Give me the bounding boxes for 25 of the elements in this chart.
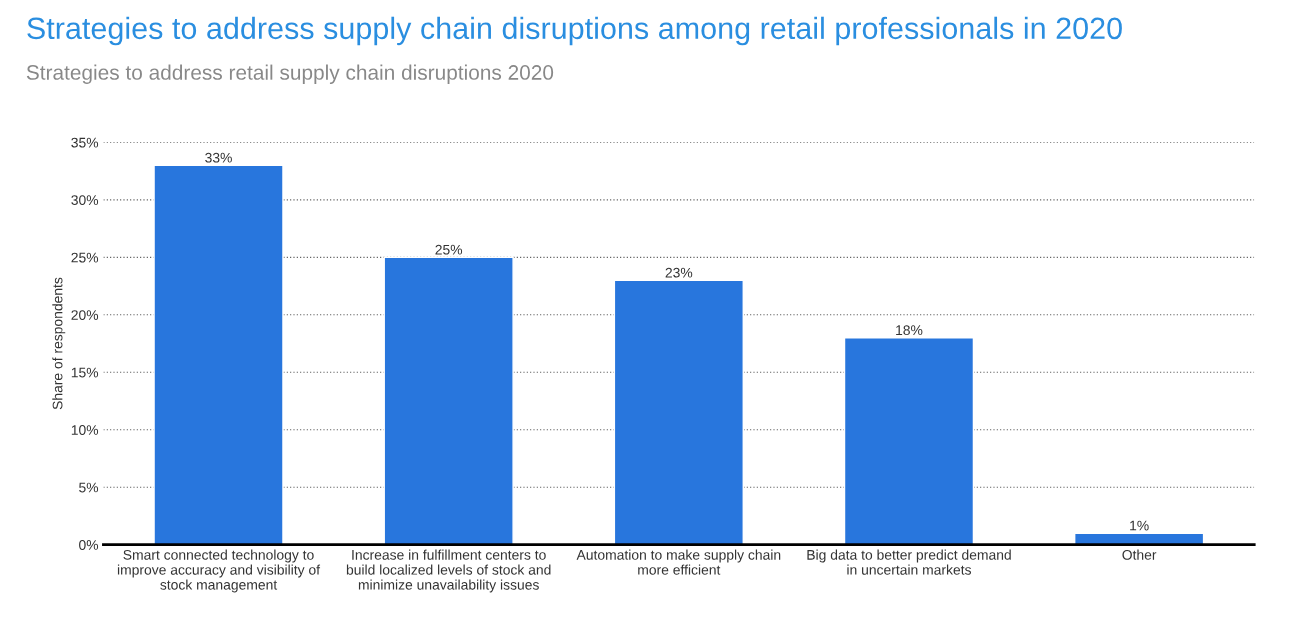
bar [383, 256, 514, 545]
bar [613, 279, 744, 545]
bar [843, 337, 975, 545]
y-tick-label: 10% [71, 425, 99, 435]
y-tick-label: 30% [71, 195, 99, 206]
y-tick-label: 25% [71, 252, 99, 263]
y-tick-label: 5% [79, 482, 99, 493]
data-label: 23% [665, 267, 693, 278]
bar [153, 164, 284, 545]
x-tick-label: Big data to better predict demand in uncertain markets [807, 549, 1011, 575]
chart-title: Strategies to address supply chain disruptions among retail professionals in 2020 [27, 16, 1122, 46]
data-label: 18% [896, 325, 923, 336]
data-label: 33% [205, 152, 232, 163]
x-tick-label: Smart connected technology to improve accuracy and visibility of stock management [117, 549, 321, 593]
y-tick-label: 0% [79, 540, 99, 550]
data-label: 25% [435, 244, 463, 255]
x-tick-label: Other [1122, 549, 1157, 560]
y-axis-title: Share of respondents [52, 277, 66, 410]
y-tick-label: 35% [71, 137, 99, 148]
y-tick-label: 15% [71, 367, 99, 378]
y-tick-label: 20% [71, 310, 99, 320]
x-tick-label: Increase in fulfillment centers to build localized levels of stock and minimize unavailability issues [346, 549, 551, 593]
x-tick-label: Automation to make supply chain more efficient [576, 549, 781, 575]
chart-subtitle: Strategies to address retail supply chain disruptions 2020 [26, 64, 554, 84]
data-label: 1% [1130, 520, 1149, 531]
